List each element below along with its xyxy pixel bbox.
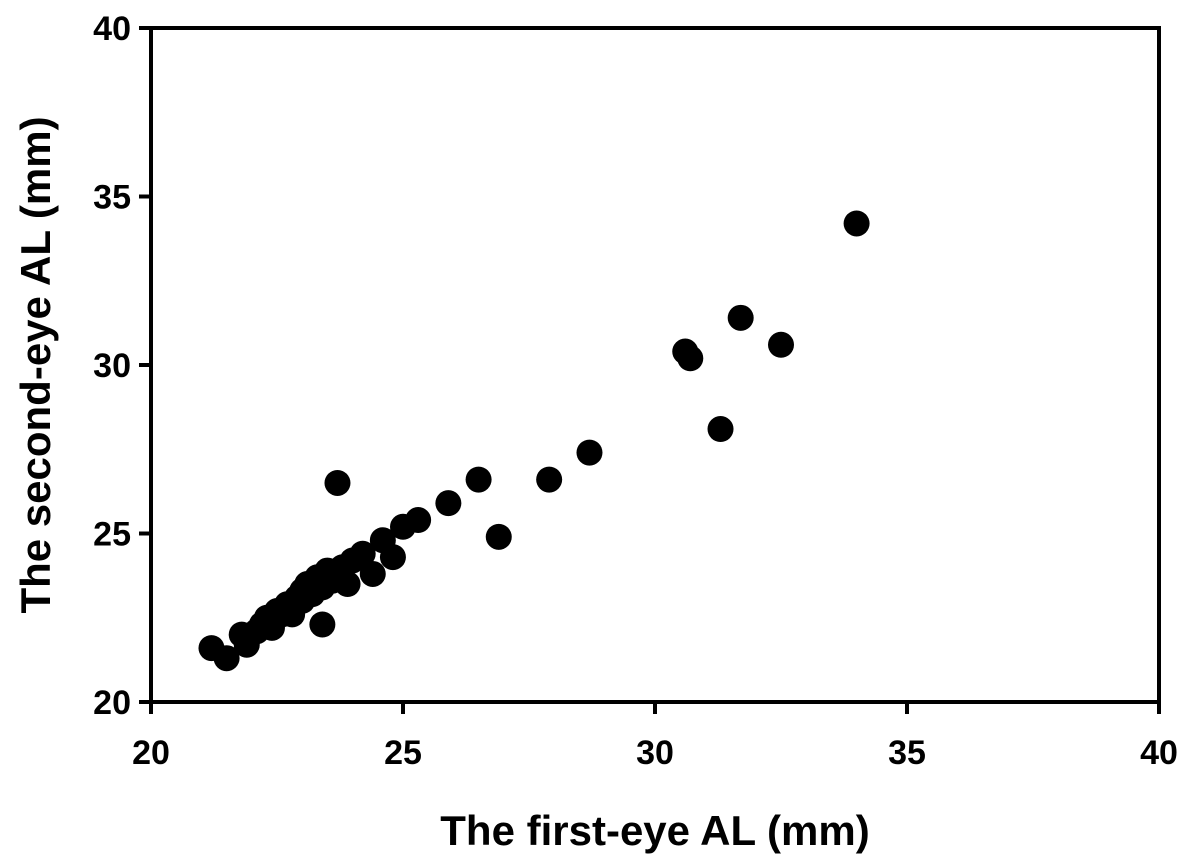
data-point	[379, 544, 406, 571]
data-point	[309, 611, 336, 638]
data-point	[707, 416, 734, 443]
y-axis-ticks: 20 25 30 35 40	[93, 10, 151, 722]
x-tick-label: 30	[636, 734, 674, 772]
y-tick-label: 25	[93, 516, 131, 554]
y-tick-label: 30	[93, 347, 131, 385]
y-axis-title: The second-eye AL (mm)	[12, 116, 59, 613]
data-points	[198, 210, 870, 672]
y-tick-label: 20	[93, 684, 131, 722]
data-point	[435, 490, 462, 517]
x-tick-label: 20	[132, 734, 170, 772]
y-tick-label: 40	[93, 10, 131, 48]
data-point	[334, 571, 361, 598]
data-point	[536, 466, 563, 493]
data-point	[843, 210, 870, 237]
plot-frame	[149, 26, 1161, 704]
data-point	[465, 466, 492, 493]
data-point	[576, 439, 603, 466]
x-tick-label: 35	[888, 734, 926, 772]
data-point	[349, 540, 376, 567]
data-point	[485, 523, 512, 550]
x-tick-label: 40	[1140, 734, 1178, 772]
data-point	[768, 331, 794, 358]
data-point	[405, 507, 432, 534]
data-point	[359, 560, 386, 587]
y-tick-label: 35	[93, 179, 131, 217]
data-point	[324, 469, 351, 496]
x-tick-label: 25	[384, 734, 422, 772]
data-point	[213, 645, 240, 672]
x-axis-title: The first-eye AL (mm)	[440, 807, 869, 854]
data-point	[677, 345, 704, 372]
x-axis-ticks: 20 25 30 35 40	[132, 702, 1178, 772]
data-point	[727, 304, 754, 331]
